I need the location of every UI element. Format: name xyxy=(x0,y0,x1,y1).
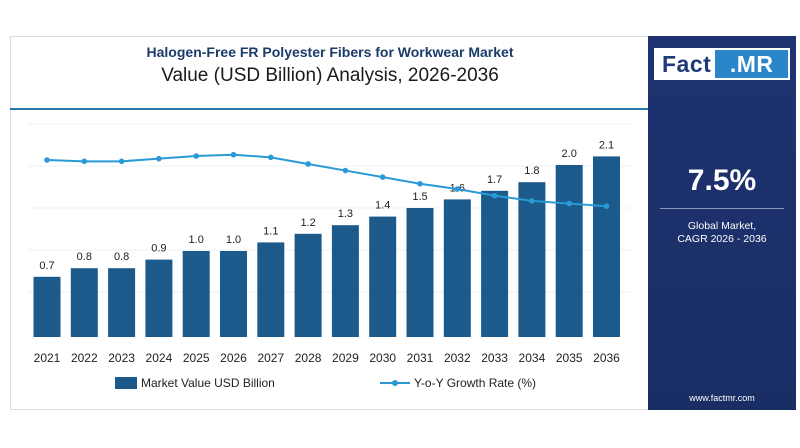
x-tick-label: 2028 xyxy=(295,351,322,365)
growth-rate-point xyxy=(342,167,349,174)
growth-rate-line xyxy=(46,153,607,208)
x-tick-label: 2026 xyxy=(220,351,247,365)
factmr-logo: Fact .MR xyxy=(654,48,790,80)
cagr-value: 7.5% xyxy=(687,164,757,197)
cagr-label: Global Market, CAGR 2026 - 2036 xyxy=(648,220,796,246)
growth-rate-point xyxy=(454,186,461,192)
growth-rate-point xyxy=(230,151,237,158)
bar-2030 xyxy=(369,216,397,337)
bar-2032 xyxy=(443,199,471,337)
x-tick-label: 2023 xyxy=(108,351,135,365)
bar-value-label: 0.8 xyxy=(77,251,92,263)
title-divider xyxy=(10,108,648,110)
chart-plot: 0.7 2021 0.8 2022 0.8 2023 0.9 2024 1.0 2025 1.0 20… xyxy=(28,123,630,390)
bar-2024 xyxy=(145,259,173,337)
bar-value-label: 0.8 xyxy=(114,251,129,263)
bar-2026 xyxy=(220,251,247,337)
bar-2036 xyxy=(593,156,620,337)
chart-subtitle: Value (USD Billion) Analysis, 2026-2036 xyxy=(161,65,499,86)
bar-value-label: 1.1 xyxy=(263,225,278,237)
growth-rate-point xyxy=(268,154,274,161)
bar-value-label: 1.4 xyxy=(375,200,390,212)
x-tick-label: 2029 xyxy=(332,351,359,365)
bar-value-label: 2.0 xyxy=(562,148,577,160)
growth-rate-point xyxy=(566,200,572,207)
x-tick-label: 2035 xyxy=(556,351,583,365)
growth-rate-point xyxy=(417,180,423,187)
growth-rate-point xyxy=(156,155,162,162)
bar-value-label: 1.0 xyxy=(189,234,204,246)
bar-2031 xyxy=(406,208,434,337)
legend-line-marker xyxy=(392,380,398,386)
x-tick-label: 2031 xyxy=(407,351,434,365)
growth-rate-point xyxy=(81,158,88,165)
logo-text-right: .MR xyxy=(715,50,788,78)
x-tick-label: 2036 xyxy=(593,351,620,365)
growth-rate-point xyxy=(379,174,386,180)
growth-rate-point xyxy=(193,153,199,159)
cagr-label-line2: CAGR 2026 - 2036 xyxy=(677,233,767,245)
legend-line-label: Y-o-Y Growth Rate (%) xyxy=(414,376,536,390)
x-tick-label: 2030 xyxy=(369,351,396,365)
bar-2033 xyxy=(481,190,509,337)
bar-value-label: 1.5 xyxy=(412,191,427,203)
logo-text-left: Fact xyxy=(656,50,716,78)
x-tick-label: 2024 xyxy=(146,351,173,365)
growth-rate-point xyxy=(491,192,498,199)
cagr-label-line1: Global Market, xyxy=(687,220,757,232)
bar-value-label: 1.3 xyxy=(338,208,353,220)
cagr-divider xyxy=(660,208,784,209)
x-tick-label: 2032 xyxy=(444,351,471,365)
side-panel xyxy=(648,36,796,410)
x-tick-label: 2033 xyxy=(481,351,508,365)
bar-value-label: 0.9 xyxy=(151,243,166,255)
bar-value-label: 1.2 xyxy=(300,217,315,229)
growth-rate-point xyxy=(44,157,50,163)
bar-value-label: 1.7 xyxy=(487,174,502,186)
legend-bar-label: Market Value USD Billion xyxy=(141,376,275,390)
x-tick-label: 2034 xyxy=(519,351,546,365)
bar-value-label: 1.0 xyxy=(226,234,241,246)
bar-value-label: 0.7 xyxy=(39,260,54,272)
bar-2035 xyxy=(555,165,583,337)
bar-2027 xyxy=(257,242,285,337)
x-tick-label: 2027 xyxy=(257,351,284,365)
bar-2023 xyxy=(108,268,136,337)
x-tick-label: 2025 xyxy=(183,351,210,365)
bar-value-label: 2.1 xyxy=(599,139,614,151)
x-tick-label: 2021 xyxy=(34,351,61,365)
bar-2021 xyxy=(33,276,61,337)
bar-value-label: 1.8 xyxy=(524,165,539,177)
growth-rate-point xyxy=(603,203,610,209)
bar-2025 xyxy=(182,251,210,337)
x-tick-label: 2022 xyxy=(71,351,98,365)
growth-rate-point xyxy=(529,198,535,204)
website-link[interactable]: www.factmr.com xyxy=(689,393,755,403)
legend-bar-swatch xyxy=(115,377,137,389)
bar-2034 xyxy=(518,182,546,337)
bar-2022 xyxy=(70,268,98,337)
chart-title: Halogen-Free FR Polyester Fibers for Wor… xyxy=(146,44,514,60)
growth-rate-point xyxy=(118,158,125,165)
growth-rate-point xyxy=(305,161,311,167)
bar-2029 xyxy=(331,225,359,337)
bar-2028 xyxy=(294,233,322,337)
